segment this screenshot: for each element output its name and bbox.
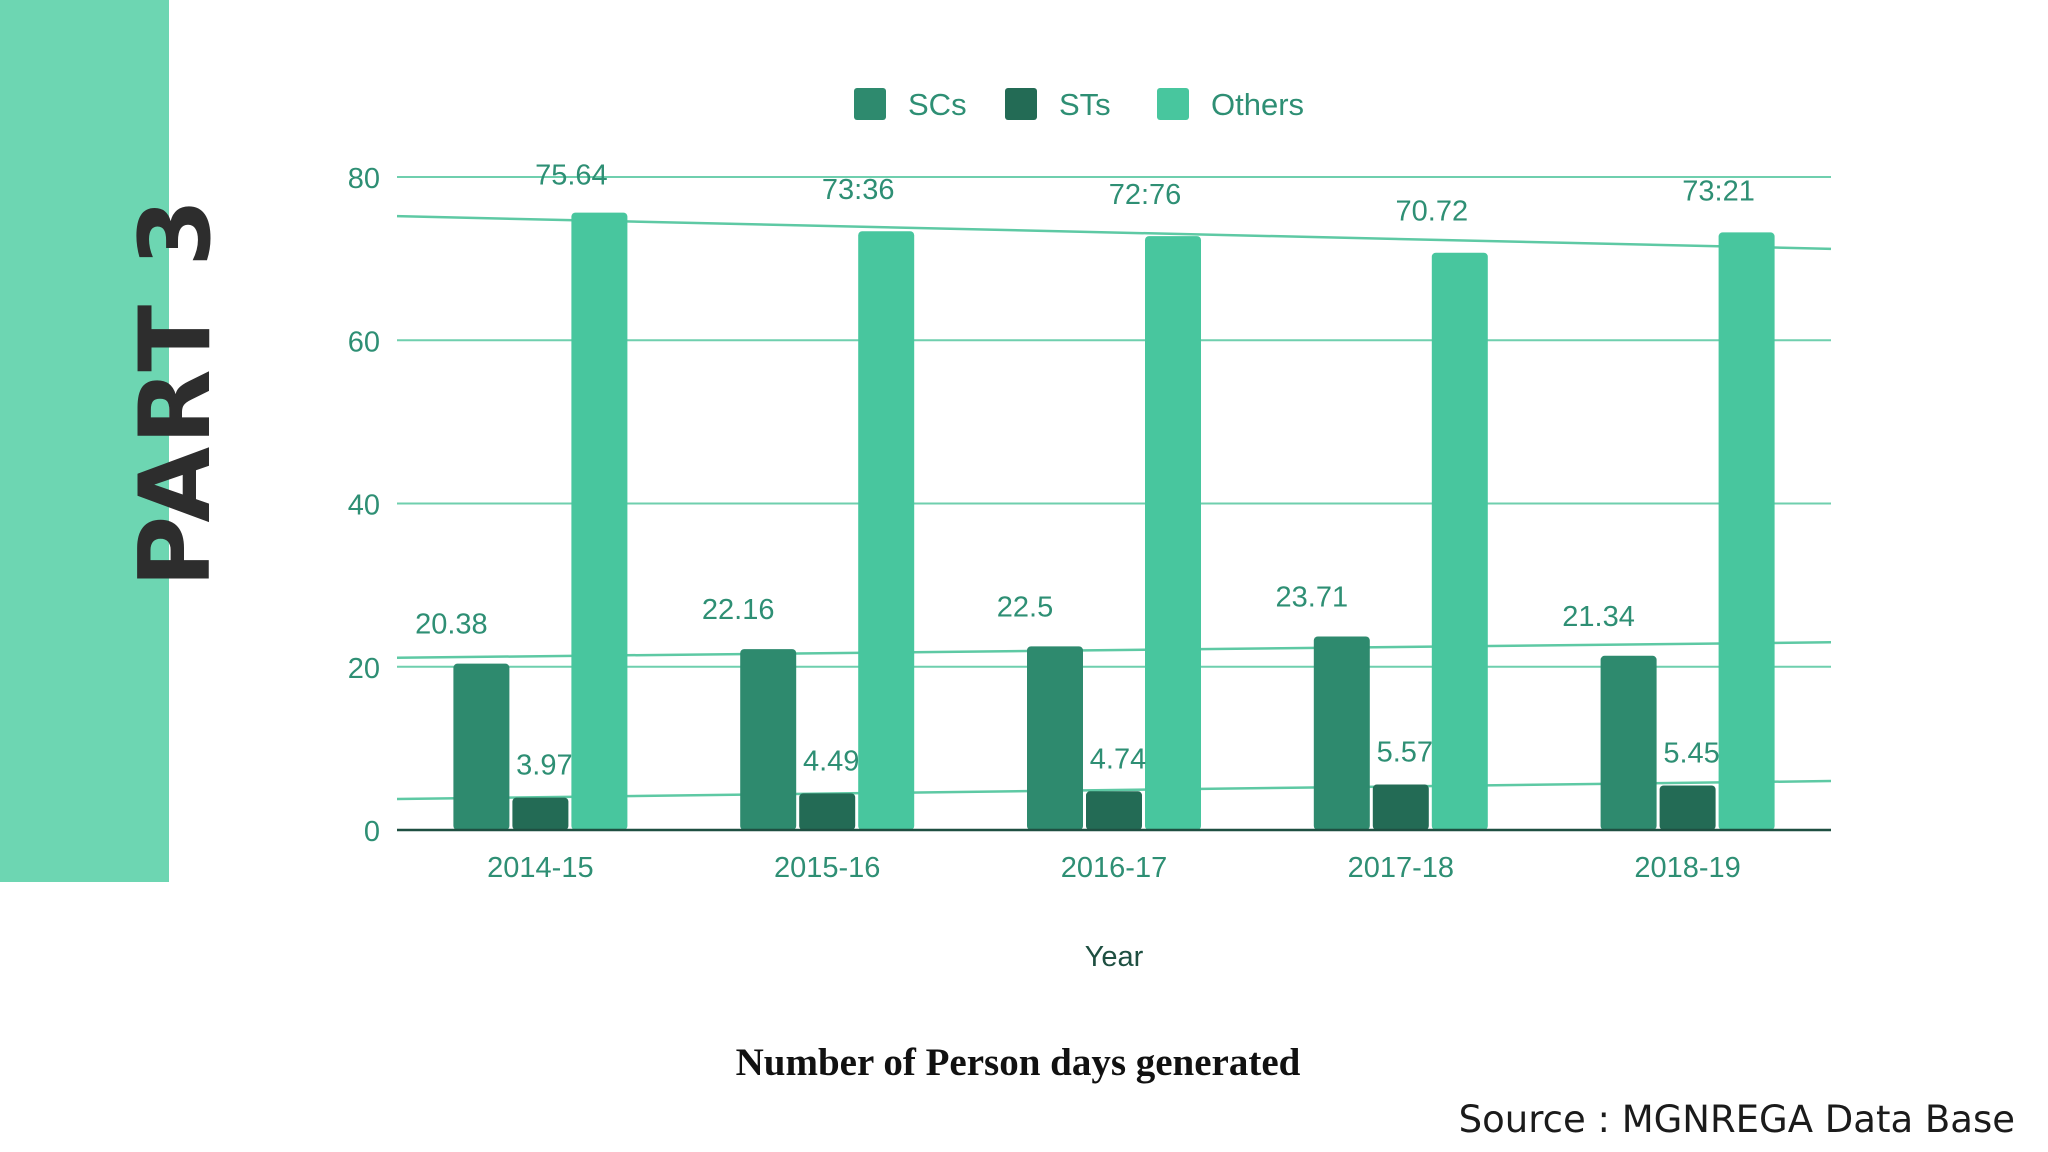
y-tick-label: 60 [348, 326, 380, 358]
legend: SCs STs Others [854, 87, 1304, 122]
bar-others [1431, 252, 1488, 831]
legend-label-sts: STs [1059, 87, 1111, 122]
bar-sts [512, 797, 569, 830]
data-label: 22.16 [702, 594, 775, 626]
bar-others [571, 212, 628, 830]
gridlines [397, 176, 1831, 668]
data-label: 3.97 [516, 750, 572, 782]
data-label: 5.45 [1663, 738, 1719, 770]
trendlines [396, 214, 1832, 801]
y-tick-label: 40 [348, 490, 380, 522]
bar-sts [1659, 785, 1716, 830]
x-tick-label: 2017-18 [1348, 852, 1454, 884]
bar-scs [1313, 636, 1370, 830]
data-label: 4.49 [803, 745, 859, 777]
axes: 0 20 40 60 80 2014-15 2015-16 2016-17 2017-18 201… [348, 163, 1831, 973]
data-label: 21.34 [1562, 601, 1635, 633]
bar-scs [740, 649, 797, 830]
bar-sts [1372, 784, 1429, 830]
y-tick-label: 0 [364, 816, 380, 848]
data-label: 23.71 [1276, 581, 1349, 613]
legend-label-scs: SCs [908, 87, 967, 122]
trendline-scs [396, 641, 1832, 660]
data-labels: 20.38 3.97 75.64 22.16 4.49 73:36 22.5 4.74 72:7… [415, 160, 1755, 782]
bar-scs [1027, 646, 1083, 830]
bar-others [858, 231, 915, 831]
part-label: PART 3 [119, 196, 233, 588]
bar-scs [1600, 655, 1657, 830]
bar-others [1145, 236, 1201, 830]
legend-swatch-others [1157, 88, 1189, 120]
source-note: Source : MGNREGA Data Base [1458, 1098, 2015, 1141]
x-tick-label: 2016-17 [1061, 852, 1167, 884]
legend-swatch-scs [854, 88, 886, 120]
bar-others [1718, 232, 1775, 831]
x-tick-label: 2018-19 [1634, 852, 1740, 884]
side-band [0, 0, 169, 882]
legend-label-others: Others [1211, 87, 1304, 122]
data-label: 4.74 [1090, 743, 1146, 775]
x-tick-label: 2014-15 [487, 852, 593, 884]
data-label: 72:76 [1109, 179, 1182, 211]
data-label: 75.64 [535, 160, 608, 192]
bar-scs [453, 663, 510, 830]
data-label: 20.38 [415, 609, 488, 641]
trendline-others [396, 214, 1832, 251]
data-label: 5.57 [1377, 737, 1433, 769]
trendline-sts [396, 779, 1832, 801]
legend-swatch-sts [1005, 88, 1037, 120]
data-label: 70.72 [1396, 196, 1469, 228]
bar-sts [799, 793, 856, 830]
data-label: 73:36 [822, 174, 895, 206]
data-label: 73:21 [1682, 175, 1755, 207]
x-axis-title: Year [1085, 941, 1144, 973]
y-tick-label: 80 [348, 163, 380, 195]
chart-caption: Number of Person days generated [735, 1041, 1301, 1084]
bars [453, 212, 1775, 831]
x-tick-label: 2015-16 [774, 852, 880, 884]
y-tick-label: 20 [348, 653, 380, 685]
data-label: 22.5 [997, 591, 1053, 623]
bar-sts [1086, 791, 1142, 830]
